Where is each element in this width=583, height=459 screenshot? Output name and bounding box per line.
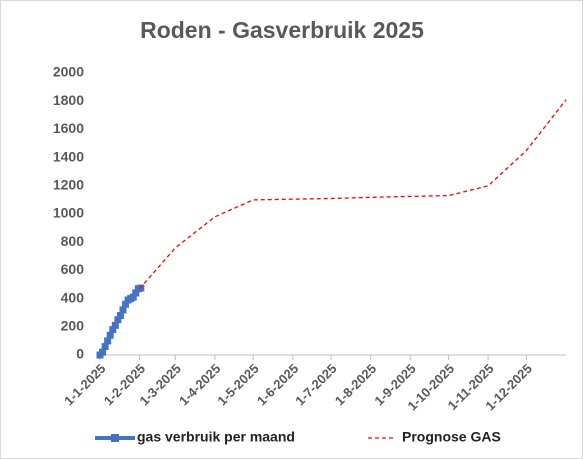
series-marker xyxy=(99,348,107,356)
y-tick-label: 1400 xyxy=(53,148,84,164)
y-tick-label: 1000 xyxy=(53,205,84,221)
series-marker xyxy=(109,326,117,334)
y-tick-label: 400 xyxy=(61,289,85,305)
series-marker xyxy=(111,321,119,329)
legend-label: Prognose GAS xyxy=(402,429,501,445)
series-marker xyxy=(132,289,140,297)
series-marker xyxy=(122,300,130,308)
legend-marker xyxy=(111,434,119,442)
y-tick-label: 2000 xyxy=(53,64,84,80)
y-tick-label: 200 xyxy=(61,318,85,334)
series-marker xyxy=(114,316,122,324)
series-marker xyxy=(104,337,112,345)
y-tick-label: 600 xyxy=(61,261,85,277)
series-marker xyxy=(129,293,137,301)
series-marker xyxy=(116,312,124,320)
y-tick-label: 800 xyxy=(61,233,85,249)
y-tick-label: 0 xyxy=(76,346,84,362)
y-tick-label: 1600 xyxy=(53,120,84,136)
series-marker xyxy=(101,343,109,351)
legend-label: gas verbruik per maand xyxy=(137,429,295,445)
y-tick-label: 1200 xyxy=(53,177,84,193)
series-marker xyxy=(119,306,127,314)
y-tick-label: 1800 xyxy=(53,92,84,108)
chart-title: Roden - Gasverbruik 2025 xyxy=(140,17,424,43)
series-marker xyxy=(106,331,114,339)
